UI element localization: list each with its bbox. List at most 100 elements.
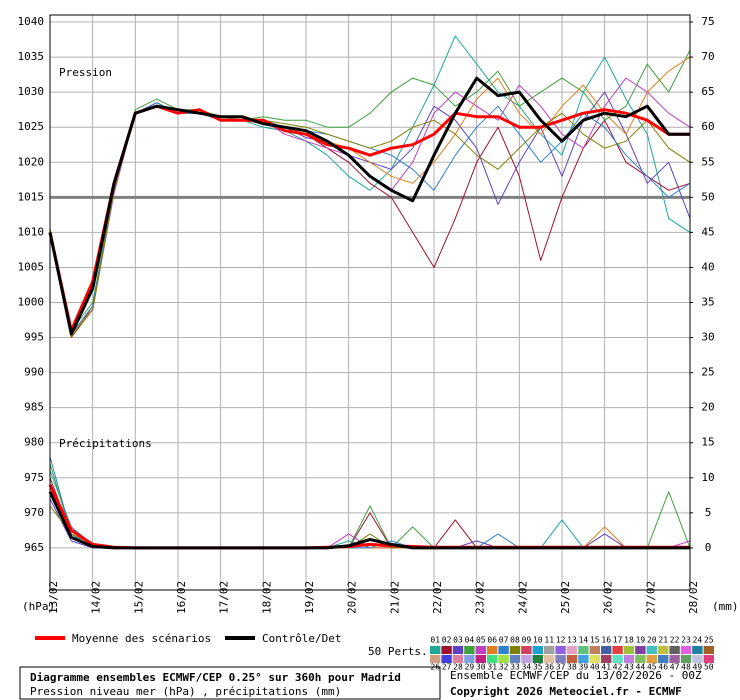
perturbation-label: 47 (670, 663, 680, 672)
perturbation-label: 44 (636, 663, 646, 672)
y2-tick-label: 10 (701, 471, 714, 484)
x-tick-label: 15/02 (132, 581, 145, 614)
y-tick-label: 980 (24, 436, 44, 449)
lines (48, 35, 691, 550)
perturbation-label: 06 (487, 636, 497, 645)
perturbation-key (589, 646, 600, 654)
annotation: Pression (59, 66, 112, 79)
x-tick-label: 24/02 (516, 581, 529, 614)
perturbation-key (430, 646, 441, 654)
perturbation-label: 28 (453, 663, 463, 672)
y-axis-label: (hPa) (22, 600, 55, 613)
y2-tick-label: 45 (701, 225, 714, 238)
perturbation-key (566, 655, 578, 663)
y-tick-label: 975 (24, 471, 44, 484)
y-tick-label: 1040 (18, 15, 45, 28)
y-tick-label: 985 (24, 401, 44, 414)
y2-tick-label: 5 (705, 506, 712, 519)
x-tick-label: 17/02 (218, 581, 231, 614)
y-tick-label: 1005 (18, 260, 45, 273)
perturbation-key (635, 655, 646, 663)
perturbation-label: 15 (590, 636, 600, 645)
footer-subtitle: Pression niveau mer (hPa) , précipitatio… (30, 685, 341, 698)
y2-tick-label: 70 (701, 50, 714, 63)
perturbation-label: 43 (624, 663, 634, 672)
perturbation-key (498, 655, 509, 663)
y2-tick-label: 15 (701, 436, 714, 449)
y2-tick-label: 20 (701, 401, 714, 414)
perturbation-key (464, 655, 475, 663)
perturbation-key (669, 646, 680, 654)
perturbation-key (475, 646, 486, 654)
x-tick-label: 16/02 (175, 581, 188, 614)
x-tick-label: 19/02 (303, 581, 316, 614)
y-tick-label: 1035 (18, 50, 45, 63)
x-tick-label: 14/02 (90, 581, 103, 614)
perturbation-label: 30 (476, 663, 486, 672)
series-line (49, 49, 691, 331)
x-tick-label: 27/02 (644, 581, 657, 614)
perturbation-label: 07 (499, 636, 509, 645)
perturbation-label: 26 (430, 663, 440, 672)
perturbation-key (612, 646, 623, 654)
perturbation-label: 09 (522, 636, 532, 645)
perturbation-label: 17 (613, 636, 623, 645)
perturbation-label: 36 (544, 663, 554, 672)
perturbation-label: 49 (693, 663, 703, 672)
perturbation-key (555, 655, 566, 663)
perturbation-label: 38 (567, 663, 577, 672)
perturbation-label: 11 (544, 636, 554, 645)
perturbation-label: 18 (624, 636, 634, 645)
perturbation-key (441, 655, 452, 663)
y2-tick-label: 60 (701, 120, 714, 133)
x-tick-label: 18/02 (260, 581, 273, 614)
perturbation-key (680, 646, 692, 654)
perturbation-key (464, 646, 475, 654)
perturbation-label: 21 (658, 636, 668, 645)
perturbation-key (521, 646, 532, 654)
y2-tick-label: 30 (701, 331, 714, 344)
perturbation-label: 25 (704, 636, 714, 645)
x-tick-label: 28/02 (687, 581, 700, 614)
perturbation-key (646, 646, 657, 654)
perturbation-key (703, 646, 714, 654)
perturbation-key (658, 646, 669, 654)
perturbation-label: 22 (670, 636, 680, 645)
perturbation-key (669, 655, 680, 663)
perturbation-label: 41 (601, 663, 611, 672)
perturbation-label: 24 (693, 636, 703, 645)
x-tick-label: 21/02 (388, 581, 401, 614)
y-tick-label: 1030 (18, 85, 45, 98)
y-tick-label: 970 (24, 506, 44, 519)
y2-tick-label: 0 (705, 541, 712, 554)
perturbation-key (601, 646, 612, 654)
perturbation-label: 12 (556, 636, 566, 645)
y2-axis-label: (mm) (712, 600, 739, 613)
perturbation-label: 34 (522, 663, 532, 672)
perturbation-label: 01 (430, 636, 440, 645)
y-tick-label: 1015 (18, 190, 45, 203)
perturbation-label: 20 (647, 636, 657, 645)
y2-tick-label: 50 (701, 190, 714, 203)
y-tick-label: 1020 (18, 155, 45, 168)
perturbation-label: 46 (658, 663, 668, 672)
perturbation-key (578, 655, 589, 663)
footer-copyright: Copyright 2026 Meteociel.fr - ECMWF (450, 685, 682, 698)
perturbation-key (601, 655, 612, 663)
perturbation-label: 32 (499, 663, 509, 672)
footer-run: Ensemble ECMWF/CEP du 13/02/2026 - 00Z (450, 669, 702, 682)
perturbation-key (680, 655, 692, 663)
perturbation-key (452, 655, 464, 663)
perturbation-label: 42 (613, 663, 623, 672)
perturbation-key (566, 646, 578, 654)
y2-tick-label: 75 (701, 15, 714, 28)
y2-tick-label: 65 (701, 85, 714, 98)
series-line (48, 491, 690, 550)
x-tick-label: 13/02 (47, 581, 60, 614)
perturbation-key (612, 655, 623, 663)
perturbation-key (623, 655, 635, 663)
perturbation-key (623, 646, 635, 654)
perturbation-label: 13 (567, 636, 577, 645)
y-tick-label: 1010 (18, 225, 45, 238)
